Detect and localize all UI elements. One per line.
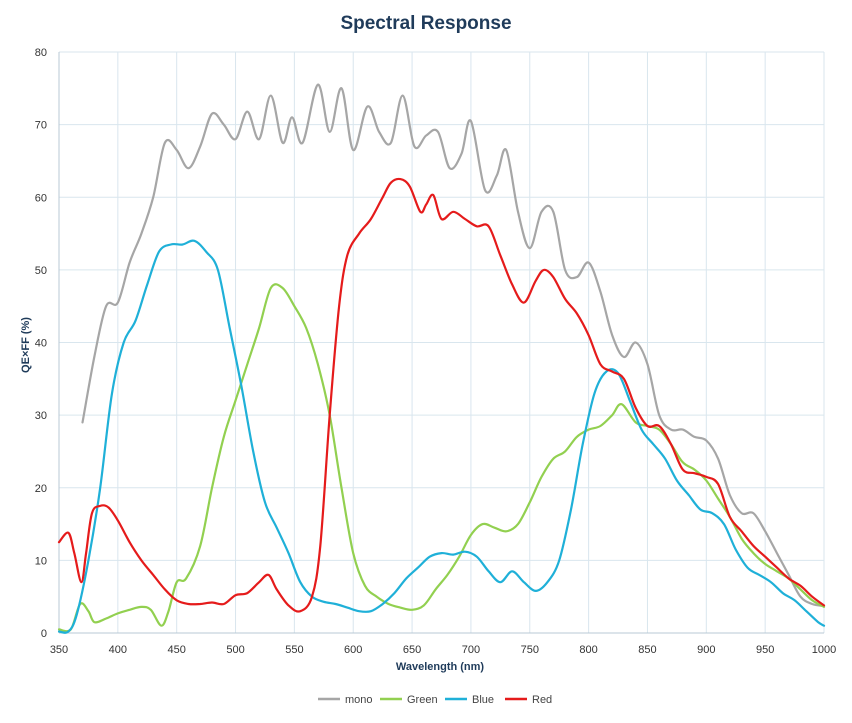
y-tick-label: 70 xyxy=(35,120,47,132)
x-tick-label: 700 xyxy=(462,644,480,656)
legend-label-mono: mono xyxy=(345,694,373,706)
x-tick-label: 400 xyxy=(109,644,127,656)
series-line-mono xyxy=(81,83,826,608)
y-tick-label: 20 xyxy=(35,483,47,495)
x-tick-label: 1000 xyxy=(812,644,836,656)
legend-label-red: Red xyxy=(532,694,552,706)
series-line-green xyxy=(57,283,826,633)
x-tick-label: 500 xyxy=(226,644,244,656)
legend-item-red: Red xyxy=(505,694,552,706)
x-tick-label: 550 xyxy=(285,644,303,656)
y-tick-label: 10 xyxy=(35,555,47,567)
chart-title: Spectral Response xyxy=(340,13,511,34)
x-axis-label: Wavelength (nm) xyxy=(396,661,485,673)
legend-item-green: Green xyxy=(380,694,438,706)
tick-labels: 350 400 450 500 550 600 650 700 750 800 850 900 950 1… xyxy=(35,47,836,656)
y-tick-label: 50 xyxy=(35,265,47,277)
legend-label-green: Green xyxy=(407,694,438,706)
legend-label-blue: Blue xyxy=(472,694,494,706)
x-tick-label: 900 xyxy=(697,644,715,656)
legend-item-blue: Blue xyxy=(445,694,494,706)
x-tick-label: 650 xyxy=(403,644,421,656)
y-tick-label: 40 xyxy=(35,338,47,350)
x-tick-label: 950 xyxy=(756,644,774,656)
series-line-red xyxy=(57,177,826,613)
y-tick-label: 30 xyxy=(35,410,47,422)
series-line-blue xyxy=(57,239,826,634)
x-tick-label: 750 xyxy=(521,644,539,656)
x-tick-label: 850 xyxy=(638,644,656,656)
x-tick-label: 800 xyxy=(579,644,597,656)
series-lines xyxy=(57,83,826,634)
x-tick-label: 600 xyxy=(344,644,362,656)
y-tick-label: 0 xyxy=(41,628,47,640)
y-axis-label: QE×FF (%) xyxy=(20,317,32,373)
y-tick-label: 80 xyxy=(35,47,47,59)
x-tick-label: 450 xyxy=(168,644,186,656)
legend-item-mono: mono xyxy=(318,694,373,706)
y-tick-label: 60 xyxy=(35,192,47,204)
gridlines xyxy=(59,51,825,633)
axes xyxy=(58,52,824,634)
legend: mono Green Blue Red xyxy=(318,694,552,706)
x-tick-label: 350 xyxy=(50,644,68,656)
